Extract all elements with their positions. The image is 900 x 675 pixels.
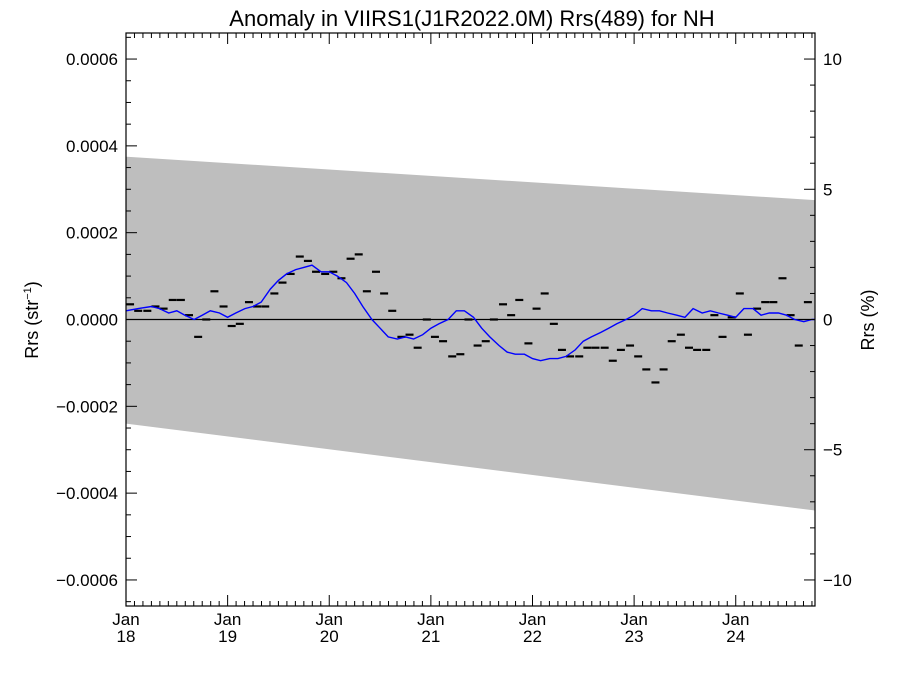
y2-tick-label: −10	[823, 571, 852, 590]
x-tick-label-year: 18	[117, 627, 136, 646]
y-tick-label: 0.0000	[66, 311, 118, 330]
chart-title: Anomaly in VIIRS1(J1R2022.0M) Rrs(489) f…	[229, 6, 714, 31]
y-axis-label-superscript: −1	[22, 287, 34, 300]
x-tick-label-month: Jan	[316, 610, 343, 629]
x-tick-label-year: 23	[625, 627, 644, 646]
right-axis: 10 5 0 −5 −10	[804, 32, 852, 607]
x-tick-label-year: 20	[320, 627, 339, 646]
y2-tick-label: 5	[823, 180, 832, 199]
x-tick-label-year: 21	[421, 627, 440, 646]
y2-axis-label: Rrs (%)	[858, 290, 878, 351]
y2-tick-label: 0	[823, 311, 832, 330]
y-tick-label: 0.0004	[66, 137, 118, 156]
x-tick-label-month: Jan	[722, 610, 749, 629]
y2-tick-label: −5	[823, 441, 842, 460]
top-axis	[125, 33, 813, 44]
plot-area	[125, 32, 816, 607]
smoothed-anomaly-line	[125, 264, 815, 362]
y-tick-label: −0.0006	[56, 571, 118, 590]
y-tick-label: 0.0002	[66, 224, 118, 243]
x-tick-label-year: 19	[218, 627, 237, 646]
y-axis-label-close: )	[22, 281, 42, 287]
x-tick-label-month: Jan	[519, 610, 546, 629]
x-tick-label-month: Jan	[620, 610, 647, 629]
x-tick-label-month: Jan	[112, 610, 139, 629]
y-tick-label: 0.0006	[66, 50, 118, 69]
y-axis-label-text: Rrs (str	[22, 300, 42, 359]
left-axis: 0.0006 0.0004 0.0002 0.0000 −0.0002 −0.0004 −0…	[56, 36, 137, 603]
x-tick-label-year: 24	[726, 627, 745, 646]
y-tick-label: −0.0002	[56, 397, 118, 416]
x-tick-label-year: 22	[523, 627, 542, 646]
y-tick-label: −0.0004	[56, 484, 118, 503]
y2-tick-label: 10	[823, 50, 842, 69]
x-tick-label-month: Jan	[417, 610, 444, 629]
x-tick-label-month: Jan	[214, 610, 241, 629]
uncertainty-band	[126, 156, 815, 511]
y-axis-label: Rrs (str−1)	[22, 281, 42, 359]
